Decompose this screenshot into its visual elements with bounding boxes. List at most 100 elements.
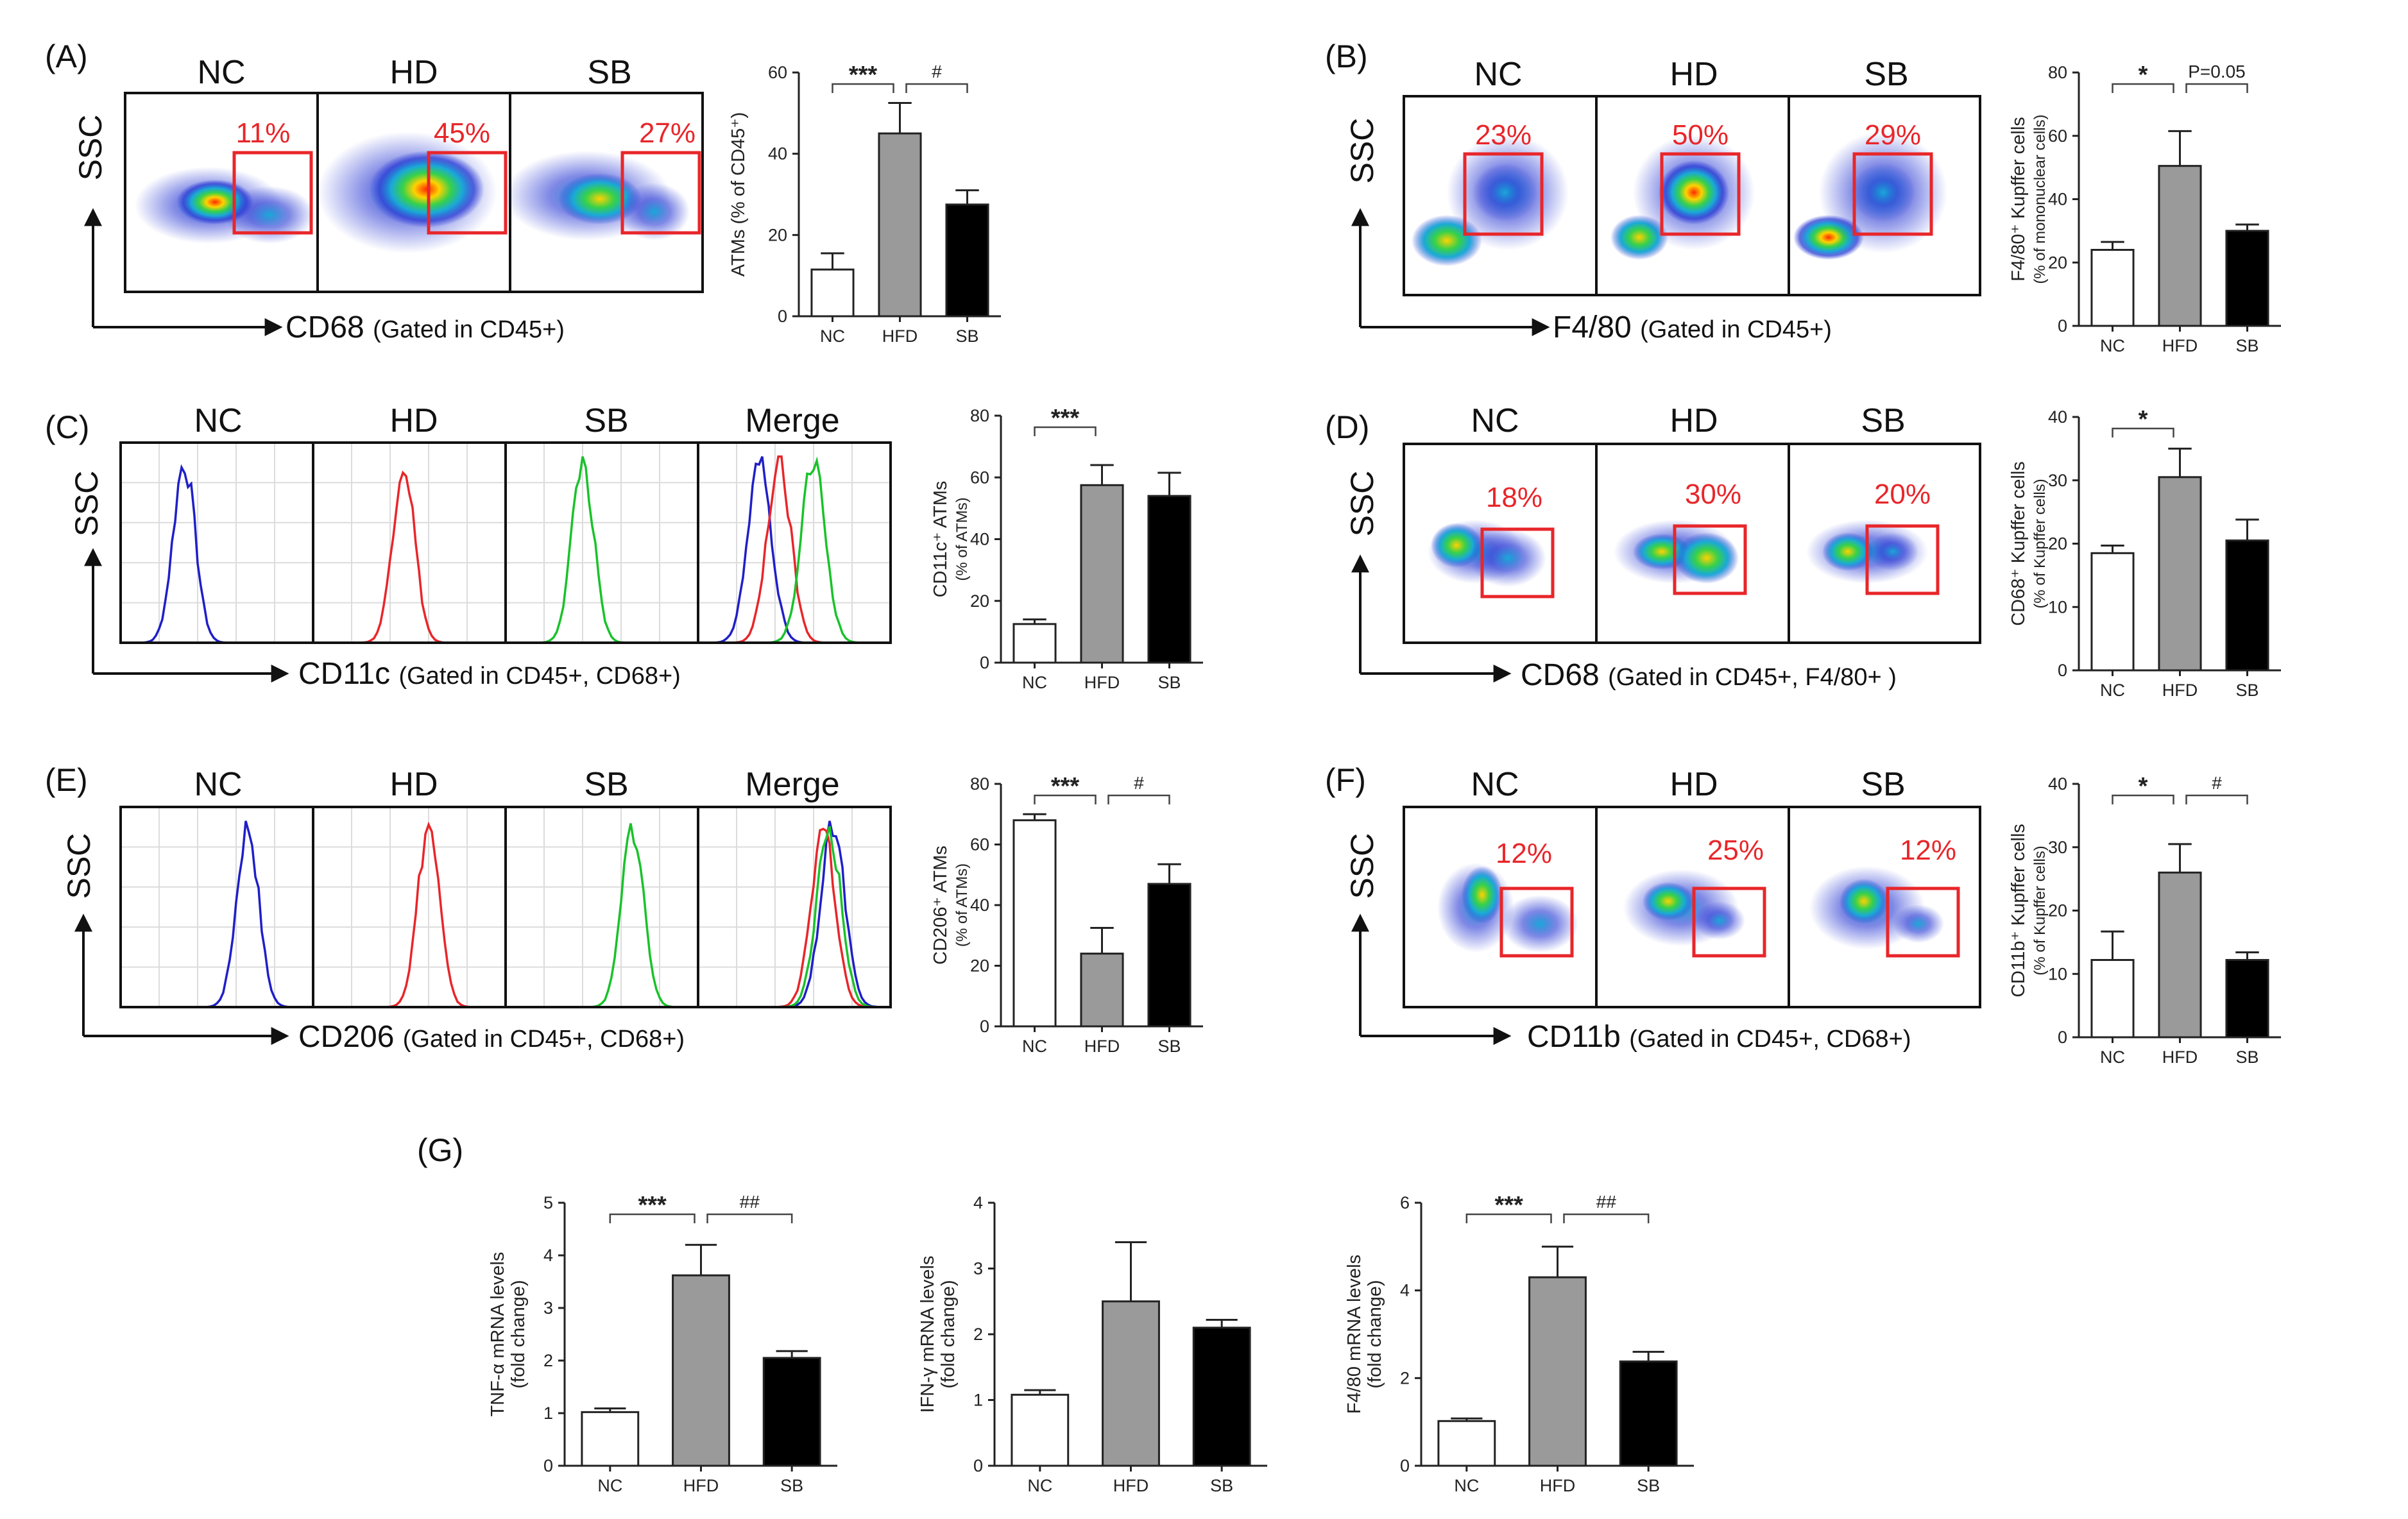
panel-label-b: (B)	[1325, 38, 1368, 74]
y-axis-label: F4/80⁺ Kupffer cells	[2008, 117, 2029, 282]
y-tick-label: 6	[1400, 1193, 1410, 1212]
x-tick-label: NC	[2100, 681, 2125, 700]
y-tick-label: 1	[543, 1404, 553, 1423]
significance-bracket	[1034, 426, 1097, 436]
bar-sb	[945, 203, 989, 318]
y-tick-label: 2	[973, 1325, 983, 1344]
x-axis-main: CD68	[1521, 658, 1600, 692]
panel-label-f: (F)	[1325, 762, 1366, 798]
flow-panel-f: NC HD SB 12% 25% 12% SSC CD11b (Gated i	[1344, 766, 1981, 1054]
bar-chart-g1: 0 1 2 3 4 5 NC HFD SB TNF-α mRNA levels (fold chan…	[488, 1192, 837, 1495]
scatter-cloud	[318, 132, 497, 253]
significance-bracket	[1034, 794, 1097, 804]
y-axis-label: TNF-α mRNA levels	[488, 1252, 508, 1417]
bar-hfd	[1080, 484, 1124, 664]
y-tick-label: 0	[2058, 316, 2067, 335]
y-tick-label: 4	[973, 1193, 983, 1212]
significance-label: *	[2139, 773, 2148, 800]
x-axis-sub: (Gated in CD45+)	[1640, 316, 1832, 343]
x-axis-label: CD11b (Gated in CD45+, CD68+)	[1527, 1020, 1911, 1054]
y-tick-label: 60	[768, 63, 787, 82]
bar-nc	[1011, 1393, 1070, 1467]
x-tick-label: SB	[1157, 1037, 1181, 1056]
x-tick-label: NC	[820, 327, 845, 346]
y-axis-label: F4/80 mRNA levels	[1344, 1255, 1365, 1414]
gate-box	[427, 151, 508, 235]
significance-bracket	[2112, 794, 2174, 804]
gate-percent: 50%	[1672, 119, 1729, 151]
y-tick-label: 0	[2058, 1028, 2067, 1047]
gate-box	[1480, 527, 1555, 598]
flow-panel-a: NC HD SB 11% 45% 27% SSC CD68 (Gated in …	[73, 54, 704, 344]
y-tick-label: 20	[970, 956, 989, 976]
x-axis-main: CD11c	[298, 657, 390, 691]
y-axis-label: CD68⁺ Kupffer cells	[2008, 461, 2029, 626]
bar-nc	[1437, 1420, 1496, 1467]
column-label-hd: HD	[1669, 402, 1718, 439]
column-label-nc: NC	[194, 766, 242, 803]
bar-chart-c: 0 20 40 60 80 NC HFD SB CD11c⁺ ATMs (% of ATMs) **…	[930, 405, 1203, 692]
x-axis-sub: (Gated in CD45+, CD68+)	[403, 1026, 685, 1053]
y-axis-label: SSC	[1344, 833, 1380, 899]
bar-sb	[1147, 495, 1191, 664]
column-label-sb: SB	[584, 402, 628, 439]
bar-sb	[1147, 883, 1191, 1028]
x-tick-label: HFD	[2162, 681, 2198, 700]
y-tick-label: 40	[768, 144, 787, 164]
x-tick-label: HFD	[1540, 1476, 1576, 1495]
y-tick-label: 60	[970, 468, 989, 487]
bar-chart-g3: 0 2 4 6 NC HFD SB F4/80 mRNA levels (fold change…	[1344, 1192, 1694, 1495]
y-tick-label: 20	[2048, 534, 2067, 554]
x-tick-label: NC	[2100, 336, 2125, 355]
column-label-hd: HD	[389, 54, 438, 91]
y-tick-label: 4	[1400, 1281, 1410, 1300]
x-axis-label: CD11c (Gated in CD45+, CD68+)	[298, 657, 681, 691]
y-tick-label: 80	[970, 774, 989, 793]
bar-sb	[762, 1357, 821, 1467]
x-tick-label: HFD	[1084, 1037, 1120, 1056]
bar-nc	[2090, 959, 2135, 1039]
gate-box	[232, 151, 313, 235]
significance-label: ##	[740, 1192, 760, 1212]
y-tick-label: 40	[2048, 407, 2067, 427]
y-tick-label: 0	[543, 1456, 553, 1475]
x-axis-label: F4/80 (Gated in CD45+)	[1553, 310, 1832, 344]
significance-bracket	[1563, 1213, 1650, 1223]
y-axis-sublabel: (fold change)	[1365, 1280, 1385, 1388]
y-axis-sublabel: (% of Kupffer cells)	[2031, 845, 2049, 975]
significance-label: ***	[1051, 405, 1080, 432]
column-label-merge: Merge	[745, 402, 839, 439]
x-axis-main: CD11b	[1527, 1020, 1621, 1054]
gate-percent: 29%	[1865, 119, 1921, 151]
bar-chart-f: 0 10 20 30 40 NC HFD SB CD11b⁺ Kupffer cells (% o…	[2008, 773, 2281, 1067]
y-tick-label: 1	[973, 1391, 983, 1410]
gate-percent: 12%	[1900, 835, 1956, 866]
y-tick-label: 0	[973, 1456, 983, 1475]
panel-label-a: (A)	[45, 38, 88, 74]
x-axis-sub: (Gated in CD45+, CD68+)	[399, 663, 681, 690]
y-tick-label: 30	[2048, 471, 2067, 490]
significance-bracket	[2112, 427, 2174, 437]
bar-nc	[581, 1411, 640, 1467]
x-tick-label: NC	[597, 1476, 622, 1495]
significance-bracket	[706, 1213, 793, 1223]
panel-label-c: (C)	[45, 409, 89, 445]
y-tick-label: 40	[2048, 190, 2067, 209]
bar-nc	[1012, 623, 1057, 664]
y-axis-sublabel: (% of ATMs)	[953, 497, 971, 581]
gate-box	[1463, 152, 1544, 236]
y-tick-label: 60	[2048, 126, 2067, 146]
y-axis-label: CD11c⁺ ATMs	[930, 481, 951, 598]
bar-hfd	[1102, 1300, 1160, 1467]
flow-panel-d: NC HD SB 18% 30% 20% SSC CD68 (Gated in	[1344, 402, 1981, 692]
significance-label: ***	[1051, 773, 1080, 800]
bar-sb	[1619, 1360, 1678, 1467]
y-tick-label: 30	[2048, 838, 2067, 857]
y-tick-label: 20	[768, 225, 787, 244]
y-axis-sublabel: (fold change)	[508, 1280, 529, 1388]
column-label-nc: NC	[1471, 766, 1519, 803]
x-tick-label: SB	[2235, 336, 2259, 355]
x-axis-sub: (Gated in CD45+)	[373, 316, 565, 343]
